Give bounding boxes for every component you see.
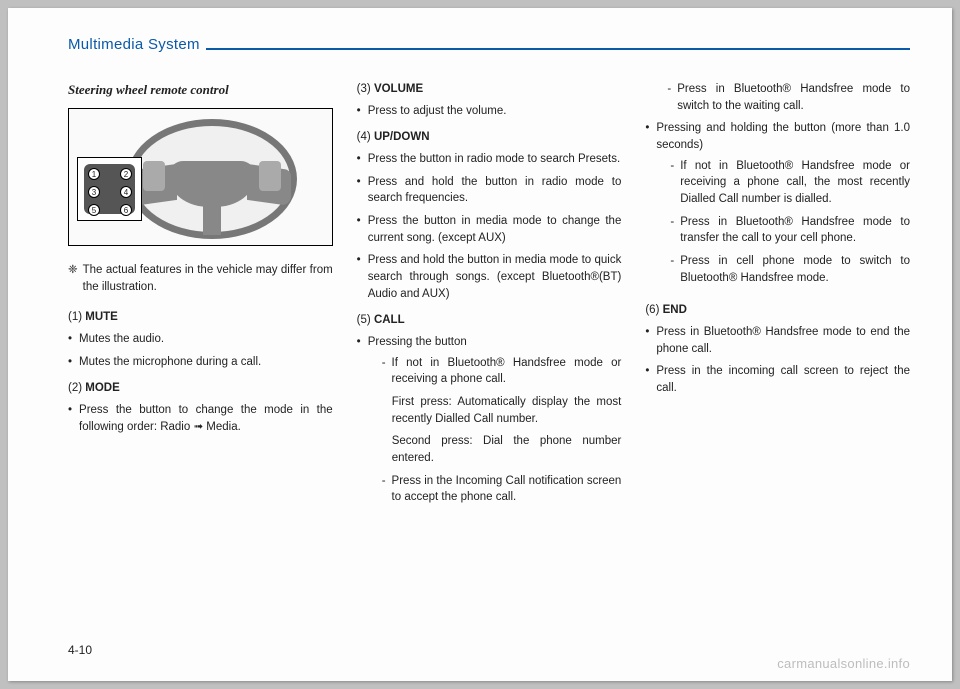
dash-list: If not in Bluetooth® Handsfree mode or r… [656, 158, 910, 287]
steering-wheel-figure: 1 2 3 4 5 6 [68, 108, 333, 246]
section-1-label: (1) MUTE [68, 309, 333, 326]
section-5-name: CALL [374, 314, 405, 326]
header-title: Multimedia System [68, 36, 200, 53]
sub-paragraph: Second press: Dial the phone number ente… [368, 433, 622, 466]
section-2-label: (2) MODE [68, 380, 333, 397]
header-rule [206, 48, 910, 50]
bullet-item: Press the button in radio mode to search… [357, 151, 622, 168]
bullet-text: Mutes the audio. [79, 331, 164, 348]
dash-text: If not in Bluetooth® Handsfree mode or r… [680, 158, 910, 208]
section-1-num: (1) [68, 311, 82, 323]
wheel-buttons-right-top [259, 161, 281, 191]
manual-page: Multimedia System Steering wheel remote … [8, 8, 952, 681]
bullet-item: Press to adjust the volume. [357, 103, 622, 120]
section-3-bullets: Press to adjust the volume. [357, 103, 622, 120]
dash-item: Press in the Incoming Call notification … [382, 473, 622, 506]
dash-text: If not in Bluetooth® Handsfree mode or r… [392, 355, 622, 388]
bullet-text: Press the button to change the mode in t… [79, 402, 333, 435]
page-number: 4-10 [68, 643, 92, 657]
section-2-num: (2) [68, 382, 82, 394]
callout-num-1: 1 [88, 168, 100, 180]
dash-text: Press in cell phone mode to switch to Bl… [680, 253, 910, 286]
section-subtitle: Steering wheel remote control [68, 81, 333, 100]
section-2-bullets: Press the button to change the mode in t… [68, 402, 333, 435]
bullet-text: Pressing the button [368, 334, 622, 351]
dash-item: If not in Bluetooth® Handsfree mode or r… [670, 158, 910, 208]
bullet-text: Mutes the microphone during a call. [79, 354, 261, 371]
column-2: (3) VOLUME Press to adjust the volume. (… [357, 81, 622, 520]
callout-num-2: 2 [120, 168, 132, 180]
section-5-bullets: Pressing the button If not in Bluetooth®… [357, 334, 622, 512]
section-3-name: VOLUME [374, 83, 423, 95]
section-4-bullets: Press the button in radio mode to search… [357, 151, 622, 302]
bullet-text: Press and hold the button in media mode … [368, 252, 622, 302]
section-1-name: MUTE [85, 311, 118, 323]
dash-item: Press in Bluetooth® Handsfree mode to tr… [670, 214, 910, 247]
bullet-text: Press to adjust the volume. [368, 103, 507, 120]
section-5-label: (5) CALL [357, 312, 622, 329]
bullet-text: Press in the incoming call screen to rej… [656, 363, 910, 396]
bullet-item: Mutes the audio. [68, 331, 333, 348]
bullet-text: Press in Bluetooth® Handsfree mode to en… [656, 324, 910, 357]
section-5-num: (5) [357, 314, 371, 326]
dash-item: Press in Bluetooth® Handsfree mode to sw… [667, 81, 910, 114]
section-3-label: (3) VOLUME [357, 81, 622, 98]
bullet-text: Press and hold the button in radio mode … [368, 174, 622, 207]
content-columns: Steering wheel remote control 1 2 3 4 5 … [68, 81, 910, 520]
bullet-item: Press the button in media mode to change… [357, 213, 622, 246]
section-4-name: UP/DOWN [374, 131, 430, 143]
page-header: Multimedia System [68, 36, 910, 53]
dash-list-continued: Press in Bluetooth® Handsfree mode to sw… [645, 81, 910, 114]
bullet-item: Press and hold the button in radio mode … [357, 174, 622, 207]
note-symbol: ❈ [68, 262, 78, 295]
watermark: carmanualsonline.info [777, 656, 910, 671]
callout-num-6: 6 [120, 204, 132, 216]
sub-paragraph: First press: Automatically display the m… [368, 394, 622, 427]
bullet-text: Press the button in media mode to change… [368, 213, 622, 246]
wheel-buttons-left-top [143, 161, 165, 191]
bullet-item: Press in the incoming call screen to rej… [645, 363, 910, 396]
info-note: ❈ The actual features in the vehicle may… [68, 262, 333, 295]
bullet-text: Press the button in radio mode to search… [368, 151, 621, 168]
section-4-num: (4) [357, 131, 371, 143]
dash-item: If not in Bluetooth® Handsfree mode or r… [382, 355, 622, 388]
callout-num-4: 4 [120, 186, 132, 198]
section-1-bullets: Mutes the audio. Mutes the microphone du… [68, 331, 333, 370]
section-6-num: (6) [645, 304, 659, 316]
column-3: Press in Bluetooth® Handsfree mode to sw… [645, 81, 910, 520]
section-6-label: (6) END [645, 302, 910, 319]
bullet-content: Pressing and holding the button (more th… [656, 120, 910, 292]
dash-text: Press in Bluetooth® Handsfree mode to sw… [677, 81, 910, 114]
section-4-label: (4) UP/DOWN [357, 129, 622, 146]
bullet-item: Mutes the microphone during a call. [68, 354, 333, 371]
section-6-bullets: Press in Bluetooth® Handsfree mode to en… [645, 324, 910, 397]
bullet-item: Press and hold the button in media mode … [357, 252, 622, 302]
callout-num-3: 3 [88, 186, 100, 198]
bullet-content: Pressing the button If not in Bluetooth®… [368, 334, 622, 512]
bullet-item: Press in Bluetooth® Handsfree mode to en… [645, 324, 910, 357]
dash-list: Press in the Incoming Call notification … [368, 473, 622, 506]
callout-inset: 1 2 3 4 5 6 [77, 157, 142, 221]
column-1: Steering wheel remote control 1 2 3 4 5 … [68, 81, 333, 520]
dash-text: Press in Bluetooth® Handsfree mode to tr… [680, 214, 910, 247]
bullet-item: Pressing and holding the button (more th… [645, 120, 910, 292]
bullet-text: Pressing and holding the button (more th… [656, 120, 910, 153]
callout-num-5: 5 [88, 204, 100, 216]
dash-item: Press in cell phone mode to switch to Bl… [670, 253, 910, 286]
section-2-name: MODE [85, 382, 120, 394]
note-text: The actual features in the vehicle may d… [83, 262, 333, 295]
dash-text: Press in the Incoming Call notification … [392, 473, 622, 506]
section-6-name: END [663, 304, 687, 316]
section-5-bullets-continued: Pressing and holding the button (more th… [645, 120, 910, 292]
bullet-item: Press the button to change the mode in t… [68, 402, 333, 435]
section-3-num: (3) [357, 83, 371, 95]
dash-list: If not in Bluetooth® Handsfree mode or r… [368, 355, 622, 388]
bullet-item: Pressing the button If not in Bluetooth®… [357, 334, 622, 512]
